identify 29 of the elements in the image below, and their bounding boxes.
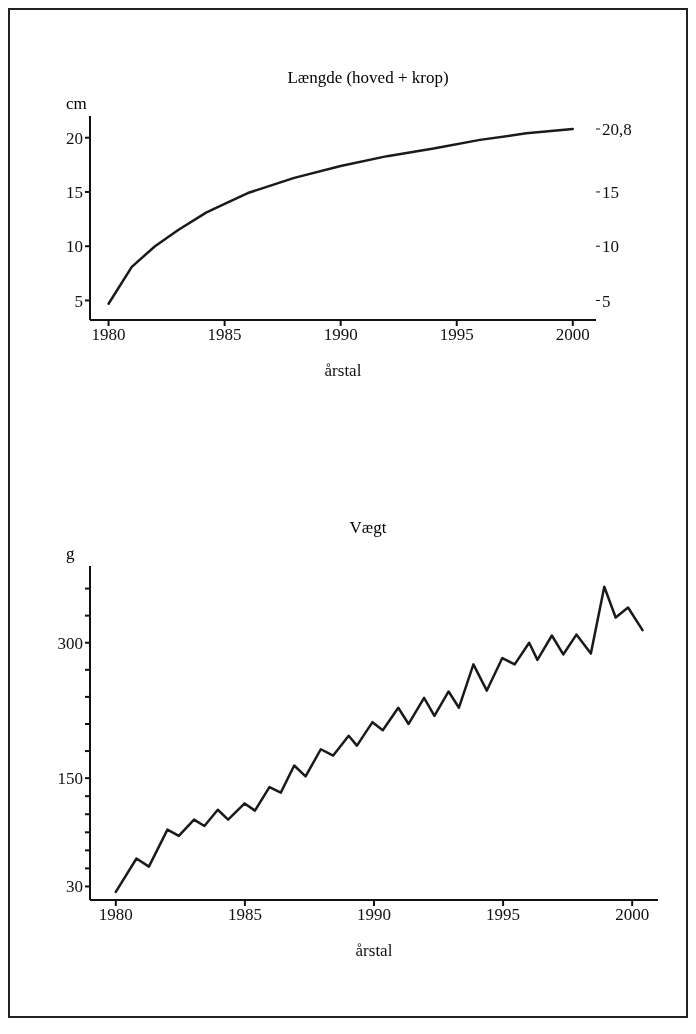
x-tick-label: 1995 (486, 905, 521, 925)
y2-tick-label: 5 (602, 291, 611, 311)
y-tick-label: 10 (66, 237, 83, 257)
x-tick-label: 2000 (615, 905, 650, 925)
y-tick-label: 150 (57, 769, 83, 789)
y-axis-title: g (66, 544, 75, 564)
x-tick-label: 2000 (555, 325, 590, 345)
x-tick-label: 1990 (323, 325, 358, 345)
y2-tick-label: 15 (602, 182, 619, 202)
x-axis-title: årstal (355, 941, 393, 960)
x-tick-label: 1985 (207, 325, 242, 345)
line-series (114, 585, 644, 894)
y-axis-title: cm (66, 94, 87, 114)
x-tick-label: 1990 (357, 905, 391, 925)
line-series (107, 127, 575, 305)
y-tick-label: 300 (57, 633, 83, 653)
y-tick-label: 30 (66, 877, 83, 897)
x-axis-title: årstal (324, 361, 362, 380)
x-tick-label: 1985 (227, 905, 262, 925)
y-tick-label: 15 (66, 182, 83, 202)
chart-title: Længde (hoved + krop) (286, 68, 450, 88)
chart-title: Vægt (348, 518, 388, 538)
x-tick-label: 1995 (439, 325, 474, 345)
y2-tick-label: 20,8 (602, 120, 632, 140)
y-tick-label: 20 (66, 128, 83, 148)
x-tick-label: 1980 (98, 905, 133, 925)
y2-tick-label: 10 (602, 237, 619, 257)
y-tick-label: 5 (74, 291, 83, 311)
x-tick-label: 1980 (91, 325, 126, 345)
